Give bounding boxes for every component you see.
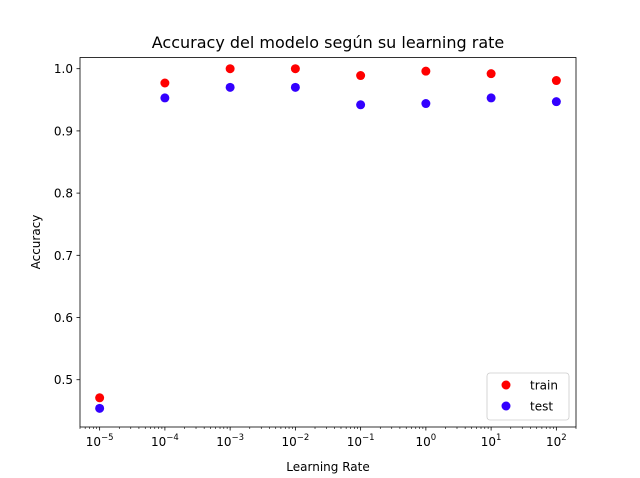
data-point-test — [160, 93, 170, 103]
y-tick-label: 0.7 — [54, 249, 73, 263]
data-point-train — [421, 66, 431, 76]
data-point-test — [551, 97, 561, 107]
x-tick-label: 100 — [416, 433, 437, 449]
legend-label-train: train — [530, 379, 558, 393]
legend-label-test: test — [530, 400, 553, 414]
data-point-test — [356, 100, 366, 110]
plot-frame — [79, 57, 577, 428]
points-layer — [95, 64, 561, 413]
data-point-train — [356, 71, 366, 81]
y-axis-label: Accuracy — [29, 215, 43, 270]
y-tick-label: 0.6 — [54, 311, 73, 325]
data-point-test — [486, 93, 496, 103]
x-axis-label: Learning Rate — [286, 460, 369, 474]
data-point-test — [225, 82, 235, 92]
x-tick-label: 10−5 — [86, 433, 114, 449]
data-point-train — [486, 69, 496, 79]
ticks-layer: 0.5 0.6 0.7 0.8 0.9 1.0 10−5 10−4 10−3 10−2 10−1 10… — [54, 62, 577, 449]
data-point-train — [225, 64, 235, 74]
x-tick-label: 102 — [546, 433, 567, 449]
x-tick-label: 101 — [481, 433, 502, 449]
data-point-train — [160, 78, 170, 88]
y-tick-label: 1.0 — [54, 62, 73, 76]
data-point-train — [95, 393, 105, 403]
data-point-test — [421, 99, 431, 109]
data-point-test — [290, 82, 300, 92]
data-point-train — [290, 64, 300, 74]
legend-marker-test — [501, 401, 511, 411]
data-point-train — [551, 76, 561, 86]
x-tick-label: 10−3 — [216, 433, 244, 449]
x-tick-label: 10−1 — [347, 433, 375, 449]
x-tick-label: 10−2 — [281, 433, 309, 449]
data-point-test — [95, 403, 105, 413]
chart-title: Accuracy del modelo según su learning ra… — [152, 33, 504, 52]
y-tick-label: 0.8 — [54, 187, 73, 201]
legend-marker-train — [501, 380, 511, 390]
legend: train test — [486, 372, 570, 421]
y-tick-label: 0.9 — [54, 124, 73, 138]
y-tick-label: 0.5 — [54, 373, 73, 387]
x-tick-label: 10−4 — [151, 433, 179, 449]
